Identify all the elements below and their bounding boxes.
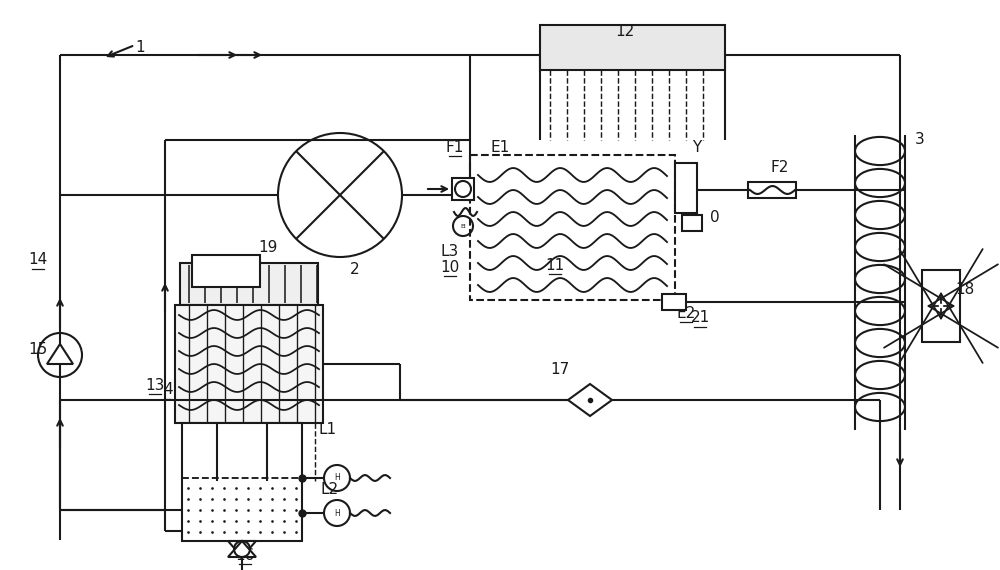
- Text: 17: 17: [550, 363, 570, 377]
- Text: L2: L2: [321, 482, 339, 498]
- Text: 10: 10: [440, 259, 460, 275]
- Text: 18: 18: [955, 283, 975, 298]
- Text: F1: F1: [446, 140, 464, 154]
- Text: 1: 1: [135, 40, 145, 55]
- Text: 14: 14: [28, 253, 48, 267]
- Polygon shape: [47, 344, 73, 364]
- Text: L1: L1: [319, 422, 337, 438]
- Text: 19: 19: [258, 241, 278, 255]
- Text: 15: 15: [28, 343, 48, 357]
- Text: 11: 11: [545, 258, 565, 272]
- Text: 13: 13: [145, 377, 165, 393]
- Text: E2: E2: [676, 306, 696, 320]
- Text: F2: F2: [771, 161, 789, 176]
- Bar: [675, 163, 697, 213]
- Bar: [748, 182, 796, 198]
- Text: Y: Y: [692, 140, 702, 156]
- Text: H: H: [334, 508, 340, 518]
- Text: 2: 2: [350, 263, 360, 278]
- Bar: [182, 423, 302, 541]
- Bar: [470, 155, 675, 300]
- Polygon shape: [568, 384, 612, 416]
- Text: 16: 16: [235, 548, 255, 563]
- Bar: [192, 255, 260, 287]
- Bar: [682, 215, 702, 231]
- Text: 3: 3: [915, 132, 925, 148]
- Text: 21: 21: [690, 311, 710, 325]
- Text: H: H: [334, 474, 340, 482]
- Text: E1: E1: [490, 140, 510, 154]
- Text: 0: 0: [710, 210, 720, 226]
- Polygon shape: [228, 541, 256, 557]
- Text: 4: 4: [163, 382, 173, 397]
- Text: EI: EI: [460, 223, 466, 229]
- Bar: [452, 178, 474, 200]
- Text: 12: 12: [615, 25, 635, 39]
- Polygon shape: [228, 541, 256, 557]
- Bar: [922, 270, 960, 342]
- Bar: [175, 305, 323, 423]
- Bar: [180, 263, 318, 305]
- Bar: [540, 25, 725, 70]
- Bar: [662, 294, 686, 310]
- Text: L3: L3: [441, 245, 459, 259]
